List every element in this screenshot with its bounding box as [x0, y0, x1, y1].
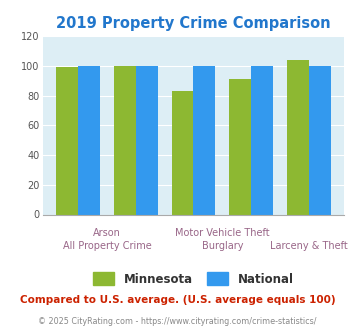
Text: Motor Vehicle Theft: Motor Vehicle Theft: [175, 228, 269, 238]
Text: Larceny & Theft: Larceny & Theft: [270, 241, 348, 251]
Title: 2019 Property Crime Comparison: 2019 Property Crime Comparison: [56, 16, 331, 31]
Bar: [309, 66, 331, 214]
Bar: [78, 66, 100, 214]
Text: Compared to U.S. average. (U.S. average equals 100): Compared to U.S. average. (U.S. average …: [20, 295, 335, 305]
Text: © 2025 CityRating.com - https://www.cityrating.com/crime-statistics/: © 2025 CityRating.com - https://www.city…: [38, 317, 317, 326]
Bar: [171, 91, 193, 214]
Text: Arson: Arson: [93, 228, 121, 238]
Text: Burglary: Burglary: [202, 241, 243, 251]
Bar: [136, 66, 158, 214]
Bar: [114, 66, 136, 214]
Bar: [229, 80, 251, 214]
Bar: [251, 66, 273, 214]
Bar: [56, 68, 78, 214]
Bar: [287, 60, 309, 214]
Text: All Property Crime: All Property Crime: [62, 241, 151, 251]
Legend: Minnesota, National: Minnesota, National: [88, 268, 299, 291]
Bar: [193, 66, 215, 214]
